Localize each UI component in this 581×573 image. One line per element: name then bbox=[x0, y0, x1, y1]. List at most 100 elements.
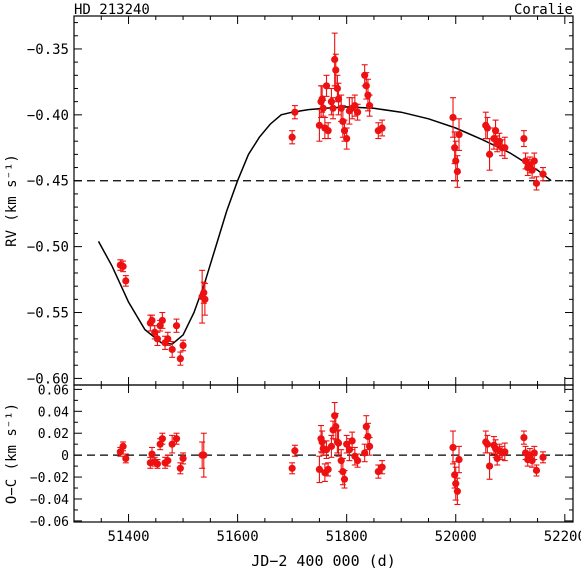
data-marker bbox=[501, 448, 509, 456]
data-marker bbox=[532, 179, 541, 187]
y-tick-label: −0.45 bbox=[27, 174, 69, 190]
data-marker bbox=[327, 442, 336, 450]
data-point bbox=[483, 434, 491, 454]
data-marker bbox=[453, 487, 461, 495]
data-marker bbox=[153, 335, 162, 343]
data-marker bbox=[332, 423, 340, 431]
data-marker bbox=[348, 437, 356, 445]
data-marker bbox=[339, 117, 347, 126]
y-tick-label: −0.40 bbox=[27, 108, 69, 124]
data-marker bbox=[164, 457, 172, 465]
data-point bbox=[449, 97, 457, 138]
data-point bbox=[361, 443, 369, 463]
data-marker bbox=[179, 454, 187, 463]
data-marker bbox=[501, 144, 509, 152]
y-tick-label: −0.60 bbox=[27, 371, 69, 387]
data-point bbox=[501, 442, 509, 462]
data-marker bbox=[378, 124, 386, 132]
data-point bbox=[179, 452, 187, 465]
data-marker bbox=[353, 108, 362, 116]
residuals-panel: 0.06 0.04 0.02 0 −0.02 −0.04 −0.06 51400 51600 51… bbox=[4, 383, 581, 570]
orbit-model-curve bbox=[97, 106, 552, 345]
data-marker bbox=[485, 462, 494, 470]
data-point bbox=[455, 118, 463, 151]
data-marker bbox=[451, 144, 459, 152]
y-tick-label: −0.35 bbox=[27, 42, 69, 58]
data-point bbox=[539, 167, 547, 182]
data-marker bbox=[322, 82, 331, 90]
y-tick-label: −0.04 bbox=[30, 493, 69, 508]
y-tick-label: −0.55 bbox=[27, 306, 69, 322]
data-point bbox=[340, 469, 349, 489]
data-marker bbox=[324, 465, 332, 473]
data-marker bbox=[483, 440, 491, 448]
data-point bbox=[378, 460, 386, 475]
data-point bbox=[179, 339, 187, 352]
data-marker bbox=[452, 157, 460, 165]
data-marker bbox=[361, 449, 369, 457]
data-marker bbox=[158, 316, 166, 325]
data-point bbox=[453, 477, 461, 506]
data-point bbox=[491, 119, 500, 142]
residuals-panel-frame bbox=[73, 384, 574, 523]
data-marker bbox=[176, 355, 184, 363]
data-marker bbox=[176, 464, 184, 472]
data-marker bbox=[172, 322, 181, 330]
data-point bbox=[455, 445, 463, 474]
y-tick-label: 0 bbox=[61, 449, 69, 464]
data-marker bbox=[530, 449, 538, 457]
data-marker bbox=[148, 450, 156, 458]
data-marker bbox=[164, 335, 172, 343]
data-marker bbox=[158, 435, 166, 443]
data-marker bbox=[530, 157, 538, 165]
data-point bbox=[327, 434, 336, 458]
data-marker bbox=[168, 345, 176, 354]
data-marker bbox=[122, 454, 130, 463]
data-point bbox=[343, 127, 351, 150]
data-point bbox=[291, 105, 299, 120]
data-marker bbox=[491, 127, 500, 135]
data-point bbox=[176, 351, 184, 366]
data-point bbox=[291, 444, 299, 457]
data-marker bbox=[327, 98, 336, 106]
data-marker bbox=[340, 475, 349, 483]
data-marker bbox=[116, 448, 124, 456]
data-marker bbox=[288, 464, 296, 472]
data-marker bbox=[455, 131, 463, 139]
data-marker bbox=[365, 102, 374, 110]
data-marker bbox=[200, 451, 208, 459]
data-marker bbox=[364, 432, 372, 441]
data-point bbox=[532, 464, 541, 477]
data-marker bbox=[485, 150, 494, 158]
data-marker bbox=[539, 170, 547, 178]
data-marker bbox=[179, 341, 187, 350]
data-marker bbox=[291, 108, 299, 116]
data-point bbox=[331, 32, 339, 87]
data-marker bbox=[343, 440, 351, 448]
data-point bbox=[530, 152, 538, 170]
data-point bbox=[315, 109, 324, 142]
data-point bbox=[520, 430, 528, 445]
y-tick-label: −0.02 bbox=[30, 471, 69, 486]
data-point bbox=[288, 462, 296, 475]
data-point bbox=[153, 331, 162, 347]
data-point bbox=[353, 103, 362, 121]
data-point bbox=[122, 453, 130, 464]
y-tick-label: 0.04 bbox=[38, 405, 69, 420]
data-marker bbox=[520, 434, 528, 442]
x-tick-label: 52000 bbox=[435, 529, 477, 545]
rv-panel: −0.35 −0.40 −0.45 −0.50 −0.55 −0.60 RV (km s⁻… bbox=[4, 15, 574, 387]
data-point bbox=[200, 432, 208, 478]
data-marker bbox=[343, 134, 351, 143]
data-point bbox=[322, 74, 331, 97]
data-point bbox=[365, 437, 374, 456]
data-point bbox=[501, 136, 509, 159]
data-marker bbox=[331, 55, 339, 64]
data-marker bbox=[455, 455, 463, 464]
data-point bbox=[122, 275, 130, 287]
data-marker bbox=[319, 104, 327, 112]
data-marker bbox=[365, 442, 374, 450]
data-point bbox=[485, 138, 494, 171]
star-name-label: HD 213240 bbox=[74, 2, 150, 18]
x-tick-label: 51600 bbox=[217, 529, 259, 545]
